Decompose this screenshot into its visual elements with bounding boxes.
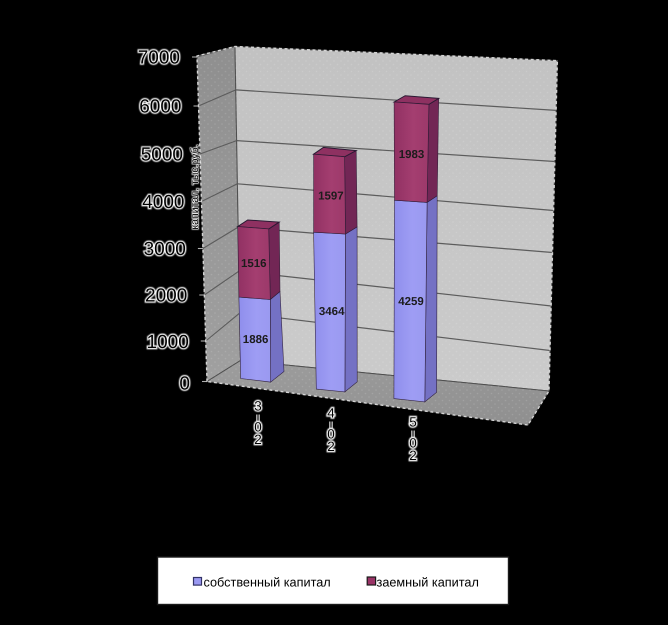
svg-text:4259: 4259 bbox=[398, 296, 424, 308]
svg-text:7000: 7000 bbox=[138, 47, 180, 68]
svg-text:1000: 1000 bbox=[147, 332, 189, 353]
svg-text:1886: 1886 bbox=[243, 334, 269, 346]
svg-text:5: 5 bbox=[409, 415, 417, 430]
svg-text:заемный капитал: заемный капитал bbox=[377, 575, 479, 589]
svg-text:капитал, тыс.руб.: капитал, тыс.руб. bbox=[189, 144, 201, 229]
svg-text:1597: 1597 bbox=[318, 191, 344, 203]
svg-text:2: 2 bbox=[409, 448, 417, 463]
svg-text:капитал, тыс.руб.: капитал, тыс.руб. bbox=[189, 144, 201, 229]
svg-text:4: 4 bbox=[327, 406, 335, 421]
svg-text:3000: 3000 bbox=[144, 239, 186, 260]
svg-text:0: 0 bbox=[179, 373, 190, 394]
svg-text:0: 0 bbox=[409, 436, 417, 451]
svg-text:2: 2 bbox=[254, 432, 262, 447]
svg-text:2: 2 bbox=[327, 439, 335, 454]
svg-text:0: 0 bbox=[327, 427, 335, 442]
svg-text:0: 0 bbox=[254, 420, 262, 435]
svg-text:2: 2 bbox=[327, 439, 335, 454]
svg-text:7000: 7000 bbox=[138, 47, 180, 68]
svg-text:1983: 1983 bbox=[399, 149, 425, 161]
svg-text:5: 5 bbox=[409, 415, 417, 430]
svg-text:5000: 5000 bbox=[141, 144, 183, 165]
svg-text:2: 2 bbox=[409, 448, 417, 463]
svg-text:0: 0 bbox=[409, 436, 417, 451]
svg-text:0: 0 bbox=[327, 427, 335, 442]
svg-text:4000: 4000 bbox=[142, 192, 184, 213]
svg-text:6000: 6000 bbox=[139, 96, 181, 117]
svg-text:1516: 1516 bbox=[241, 258, 267, 270]
svg-text:0: 0 bbox=[254, 420, 262, 435]
svg-text:2: 2 bbox=[254, 432, 262, 447]
svg-text:1000: 1000 bbox=[147, 332, 189, 353]
svg-text:0: 0 bbox=[179, 373, 190, 394]
svg-text:3: 3 bbox=[254, 399, 262, 414]
svg-text:3000: 3000 bbox=[144, 239, 186, 260]
svg-text:собственный капитал: собственный капитал bbox=[204, 575, 331, 589]
svg-text:4000: 4000 bbox=[142, 192, 184, 213]
svg-text:5000: 5000 bbox=[141, 144, 183, 165]
svg-text:2000: 2000 bbox=[145, 285, 187, 306]
svg-text:2000: 2000 bbox=[145, 285, 187, 306]
svg-text:4: 4 bbox=[327, 406, 335, 421]
svg-text:3: 3 bbox=[254, 399, 262, 414]
svg-text:6000: 6000 bbox=[139, 96, 181, 117]
svg-text:3464: 3464 bbox=[319, 306, 345, 318]
